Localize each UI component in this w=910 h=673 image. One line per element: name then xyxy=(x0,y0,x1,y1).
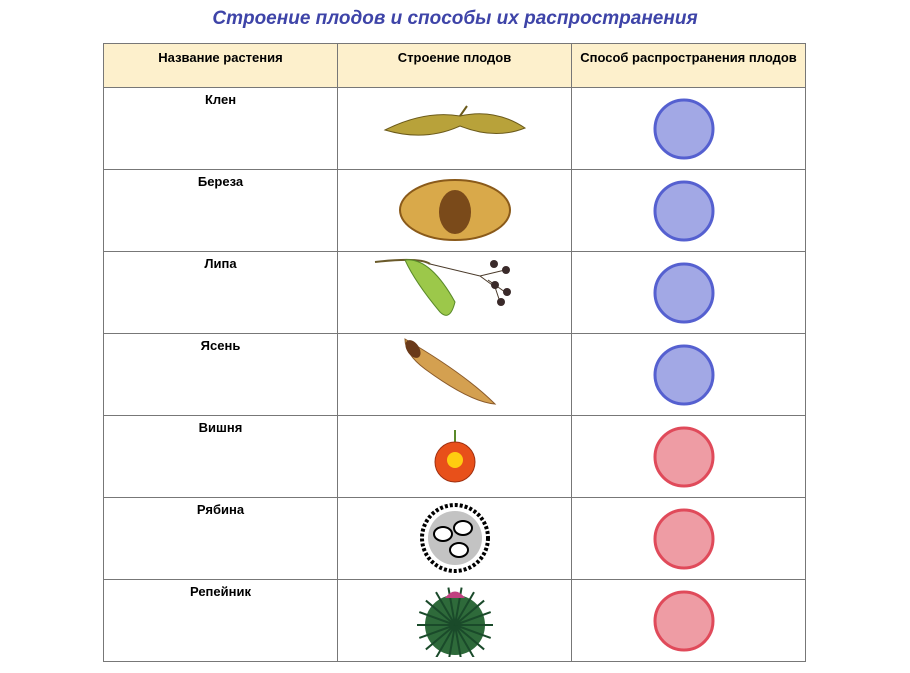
table-row: Ясень xyxy=(103,333,806,416)
dispersal-circle xyxy=(653,98,715,160)
dispersal-marker xyxy=(571,497,806,580)
plant-name: Липа xyxy=(103,251,338,334)
fruit-illustration-cherry-drupe xyxy=(337,415,572,498)
dispersal-marker xyxy=(571,251,806,334)
dispersal-marker xyxy=(571,579,806,662)
header-row: Название растения Строение плодов Способ… xyxy=(103,43,806,88)
dispersal-circle xyxy=(653,508,715,570)
table-row: Береза xyxy=(103,169,806,252)
dispersal-circle xyxy=(653,426,715,488)
plant-name: Рябина xyxy=(103,497,338,580)
dispersal-circle xyxy=(653,590,715,652)
plant-name: Береза xyxy=(103,169,338,252)
header-fruit-structure: Строение плодов xyxy=(337,43,572,88)
fruit-illustration-rowan-berry-section xyxy=(337,497,572,580)
fruit-illustration-linden-bract-nutlets xyxy=(337,251,572,334)
dispersal-marker xyxy=(571,87,806,170)
table-row: Клен xyxy=(103,87,806,170)
dispersal-circle xyxy=(653,262,715,324)
table-row: Рябина xyxy=(103,497,806,580)
plant-name: Вишня xyxy=(103,415,338,498)
table-row: Вишня xyxy=(103,415,806,498)
dispersal-circle xyxy=(653,180,715,242)
fruit-illustration-birch-winged-nut xyxy=(337,169,572,252)
dispersal-circle xyxy=(653,344,715,406)
plant-name: Репейник xyxy=(103,579,338,662)
plant-name: Клен xyxy=(103,87,338,170)
plant-name: Ясень xyxy=(103,333,338,416)
dispersal-marker xyxy=(571,169,806,252)
page-title: Строение плодов и способы их распростран… xyxy=(212,8,698,29)
header-dispersal-method: Способ распространения плодов xyxy=(571,43,806,88)
dispersal-marker xyxy=(571,415,806,498)
table-row: Липа xyxy=(103,251,806,334)
header-plant-name: Название растения xyxy=(103,43,338,88)
fruit-illustration-maple-samara xyxy=(337,87,572,170)
fruit-illustration-burdock-burr xyxy=(337,579,572,662)
table-row: Репейник xyxy=(103,579,806,662)
fruit-illustration-ash-samara xyxy=(337,333,572,416)
fruit-table: Название растения Строение плодов Способ… xyxy=(103,43,806,662)
dispersal-marker xyxy=(571,333,806,416)
